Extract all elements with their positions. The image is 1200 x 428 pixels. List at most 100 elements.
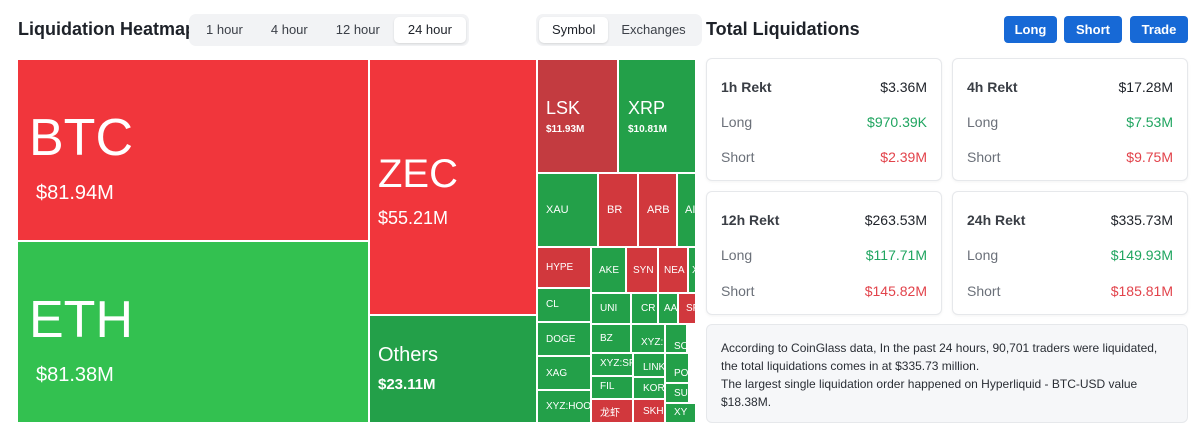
tile-symbol: DOGE	[546, 334, 576, 345]
card-title: 1h Rekt	[721, 79, 772, 95]
tile-symbol: NEA	[664, 265, 685, 276]
tile-xyz[interactable]: XYZ:	[631, 324, 665, 353]
long-value: $7.53M	[1126, 114, 1173, 130]
card-title: 24h Rekt	[967, 212, 1026, 228]
tile-symbol: SP	[686, 303, 695, 314]
tile-nea[interactable]: NEA	[658, 247, 688, 293]
tile-symbol: XAU	[546, 204, 569, 216]
short-button[interactable]: Short	[1064, 16, 1122, 43]
tile-kor[interactable]: KOR	[633, 377, 665, 399]
long-label: Long	[721, 114, 753, 130]
tile-xyz-hoo[interactable]: XYZ:HOO	[537, 390, 591, 423]
summary-line-1: According to CoinGlass data, In the past…	[721, 341, 1158, 373]
tile-symbol: XYZ:SP	[600, 358, 633, 369]
tile-symbol: SO	[674, 341, 686, 352]
tile-xyz-sp[interactable]: XYZ:SP	[591, 353, 633, 376]
tile-symbol: Others	[378, 344, 439, 366]
tile-symbol: CL	[546, 299, 559, 310]
tile-longxia[interactable]: 龙虾	[591, 399, 633, 423]
tile-symbol: XAG	[546, 368, 568, 379]
tile-lsk[interactable]: LSK $11.93M	[537, 59, 618, 173]
tile-symbol: XY	[674, 407, 688, 418]
long-button[interactable]: Long	[1004, 16, 1057, 43]
summary-line-2: The largest single liquidation order hap…	[721, 377, 1138, 409]
tile-symbol: 龙虾	[600, 408, 620, 419]
card-24h-rekt: 24h Rekt $335.73M Long $149.93M Short $1…	[952, 191, 1188, 315]
card-1h-rekt: 1h Rekt $3.36M Long $970.39K Short $2.39…	[706, 58, 942, 181]
tile-symbol: AI	[685, 204, 696, 216]
tile-so[interactable]: SO	[665, 324, 687, 353]
tile-ai[interactable]: AI	[677, 173, 696, 247]
total-liquidations-title: Total Liquidations	[706, 19, 860, 39]
tile-hype[interactable]: HYPE	[537, 247, 591, 288]
tile-ake[interactable]: AKE	[591, 247, 626, 293]
tile-xrp[interactable]: XRP $10.81M	[618, 59, 696, 173]
tile-value: $81.94M	[36, 182, 114, 204]
tile-symbol: AA	[664, 303, 678, 314]
tile-arb[interactable]: ARB	[638, 173, 677, 247]
tile-symbol: XYZ:HOO	[546, 401, 591, 412]
tile-link[interactable]: LINK	[633, 353, 665, 377]
tile-po[interactable]: PO	[665, 353, 689, 383]
tile-cl[interactable]: CL	[537, 288, 591, 322]
tile-symbol: SKH	[643, 406, 664, 417]
tile-fil[interactable]: FIL	[591, 376, 633, 399]
tab-symbol[interactable]: Symbol	[539, 17, 609, 43]
liquidation-summary: According to CoinGlass data, In the past…	[706, 324, 1188, 423]
short-label: Short	[721, 283, 755, 299]
card-total: $3.36M	[880, 79, 927, 95]
tile-btc[interactable]: BTC $81.94M	[17, 59, 369, 241]
short-label: Short	[967, 149, 1001, 165]
tile-symbol: LSK	[546, 98, 581, 118]
tile-symbol: ARB	[647, 204, 670, 216]
tile-x[interactable]: X	[688, 247, 696, 293]
long-label: Long	[967, 114, 999, 130]
tile-uni[interactable]: UNI	[591, 293, 631, 324]
tile-zec[interactable]: ZEC $55.21M	[369, 59, 537, 315]
tile-symbol: ZEC	[378, 152, 458, 196]
tab-exchanges[interactable]: Exchanges	[621, 22, 686, 37]
long-value: $117.71M	[865, 247, 927, 263]
long-value: $970.39K	[867, 114, 927, 130]
tab-12-hour[interactable]: 12 hour	[335, 22, 380, 37]
tile-symbol: XYZ:	[641, 337, 664, 348]
tile-doge[interactable]: DOGE	[537, 322, 591, 356]
tile-symbol: KOR	[643, 383, 665, 394]
tile-su[interactable]: SU	[665, 383, 689, 403]
tile-symbol: HYPE	[546, 262, 574, 273]
short-label: Short	[721, 149, 755, 165]
tile-symbol: LINK	[643, 362, 665, 373]
tile-aa[interactable]: AA	[658, 293, 678, 324]
card-4h-rekt: 4h Rekt $17.28M Long $7.53M Short $9.75M	[952, 58, 1188, 181]
tile-bz[interactable]: BZ	[591, 324, 631, 353]
tab-24-hour[interactable]: 24 hour	[393, 17, 466, 43]
tile-symbol: AKE	[599, 265, 620, 276]
tile-symbol: X	[692, 265, 695, 276]
tile-cr[interactable]: CR	[631, 293, 658, 324]
tile-symbol: BZ	[600, 333, 613, 344]
tile-symbol: FIL	[600, 381, 615, 392]
long-label: Long	[721, 247, 753, 263]
short-value: $185.81M	[1110, 283, 1173, 299]
long-label: Long	[967, 247, 999, 263]
tile-xau[interactable]: XAU	[537, 173, 598, 247]
tile-xy[interactable]: XY	[665, 403, 696, 423]
time-range-selector: 1 hour 4 hour 12 hour 24 hour	[189, 14, 469, 46]
tab-1-hour[interactable]: 1 hour	[206, 22, 243, 37]
tile-value: $23.11M	[378, 376, 436, 393]
tile-xag[interactable]: XAG	[537, 356, 591, 390]
tile-symbol: BTC	[29, 109, 133, 167]
card-total: $17.28M	[1118, 79, 1173, 95]
tile-others[interactable]: Others $23.11M	[369, 315, 537, 423]
tile-sp[interactable]: SP	[678, 293, 696, 324]
card-12h-rekt: 12h Rekt $263.53M Long $117.71M Short $1…	[706, 191, 942, 315]
tile-br[interactable]: BR	[598, 173, 638, 247]
trade-button[interactable]: Trade	[1130, 16, 1188, 43]
tile-skh[interactable]: SKH	[633, 399, 665, 423]
tile-symbol: PO	[674, 368, 689, 379]
tile-eth[interactable]: ETH $81.38M	[17, 241, 369, 423]
tile-symbol: BR	[607, 204, 623, 216]
tab-4-hour[interactable]: 4 hour	[270, 22, 308, 37]
tile-syn[interactable]: SYN	[626, 247, 658, 293]
tile-value: $11.93M	[546, 124, 585, 135]
